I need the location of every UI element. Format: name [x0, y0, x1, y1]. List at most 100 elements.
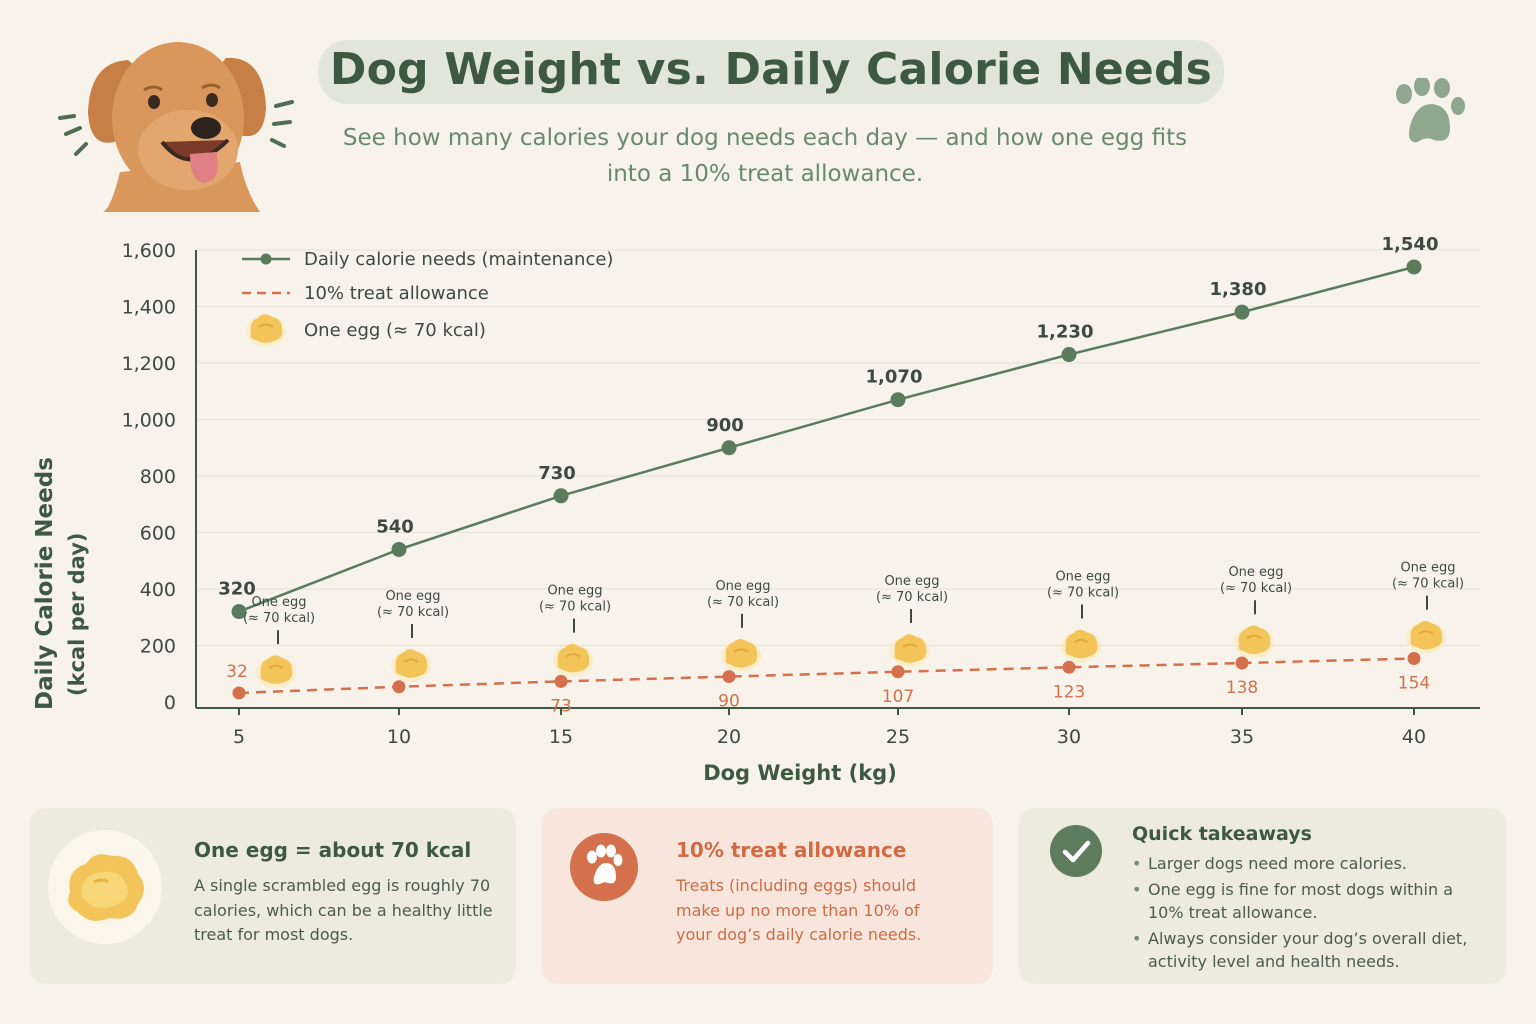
- calorie-data-label: 1,380: [1210, 279, 1267, 300]
- takeaways-list: Larger dogs need more calories. One egg …: [1132, 852, 1492, 976]
- calorie-chart: 0 200 400 600 800 1,000 1,200 1,400 1,600 5 10 15 2…: [32, 234, 1480, 785]
- scrambled-egg-icon: [68, 854, 144, 921]
- x-axis-title: Dog Weight (kg): [703, 761, 897, 785]
- treat-data-label: 73: [550, 696, 572, 716]
- y-tick-label: 200: [140, 636, 176, 658]
- legend-dot-calories: [260, 253, 272, 265]
- dog-illustration: [58, 42, 294, 212]
- paw-icon: [587, 844, 623, 885]
- takeaways-card: Quick takeaways Larger dogs need more ca…: [1019, 808, 1506, 984]
- y-tick-label: 1,400: [122, 297, 176, 319]
- x-tick-label: 35: [1230, 726, 1254, 748]
- series-line-calories: [238, 265, 1415, 613]
- treat-data-label: 32: [226, 662, 248, 682]
- treat-point: [722, 670, 736, 684]
- treat-card-heading: 10% treat allowance: [676, 838, 907, 862]
- x-tick-label: 25: [886, 726, 910, 748]
- calorie-data-label: 1,540: [1382, 234, 1439, 255]
- y-tick-label: 0: [164, 692, 176, 714]
- treat-point: [232, 686, 246, 700]
- calorie-data-label: 320: [218, 579, 256, 600]
- calorie-data-label: 1,230: [1037, 322, 1094, 343]
- egg-annotation-line1: One egg: [715, 579, 770, 594]
- treat-allowance-card: 10% treat allowance Treats (including eg…: [542, 808, 993, 984]
- y-axis-title: Daily Calorie Needs: [32, 457, 58, 710]
- y-tick-label: 1,600: [122, 240, 176, 262]
- egg-annotation-line2: (≈ 70 kcal): [707, 595, 779, 610]
- egg-illustration-frame: [48, 830, 162, 944]
- egg-annotation-line2: (≈ 70 kcal): [539, 600, 611, 615]
- egg-marker: [256, 655, 296, 689]
- paw-badge: [570, 833, 638, 901]
- egg-marker: [890, 634, 930, 667]
- page-subtitle: See how many calories your dog needs eac…: [342, 125, 1188, 187]
- egg-annotation-line1: One egg: [547, 584, 602, 599]
- egg-annotation-line1: One egg: [1055, 569, 1110, 584]
- series-line-treat: [238, 657, 1415, 695]
- treat-point: [1062, 660, 1076, 674]
- page-title: Dog Weight vs. Daily Calorie Needs: [329, 44, 1213, 95]
- treat-card-body: Treats (including eggs) should make up n…: [676, 876, 922, 944]
- y-tick-label: 1,200: [122, 353, 176, 375]
- egg-annotation-line1: One egg: [1400, 561, 1455, 576]
- egg-info-card: One egg = about 70 kcal A single scrambl…: [30, 808, 516, 984]
- x-tick-label: 40: [1402, 726, 1426, 748]
- treat-point: [1407, 651, 1421, 665]
- calorie-point: [391, 541, 407, 557]
- treat-data-label: 90: [718, 692, 740, 712]
- egg-card-heading: One egg = about 70 kcal: [194, 838, 472, 862]
- egg-marker: [1234, 625, 1274, 659]
- calorie-point: [721, 440, 737, 456]
- calorie-data-label: 730: [538, 463, 576, 484]
- calorie-point: [1406, 259, 1422, 275]
- takeaway-item: Larger dogs need more calories.: [1132, 852, 1492, 876]
- egg-annotation-line1: One egg: [385, 589, 440, 604]
- legend-egg-icon: [246, 314, 286, 347]
- treat-data-label: 123: [1053, 682, 1085, 702]
- calorie-data-label: 1,070: [866, 367, 923, 388]
- egg-marker: [553, 643, 593, 677]
- takeaway-item: One egg is fine for most dogs within a 1…: [1132, 878, 1492, 925]
- treat-point: [891, 665, 905, 679]
- egg-annotation-line1: One egg: [251, 595, 306, 610]
- treat-point: [392, 680, 406, 694]
- x-tick-label: 30: [1057, 726, 1081, 748]
- calorie-point: [231, 604, 247, 620]
- calorie-point: [1061, 347, 1077, 363]
- title-band: [318, 40, 1224, 104]
- x-tick-label: 5: [233, 726, 245, 748]
- egg-annotation-line2: (≈ 70 kcal): [1047, 585, 1119, 600]
- takeaways-heading: Quick takeaways: [1132, 823, 1312, 845]
- egg-annotation-line2: (≈ 70 kcal): [1220, 581, 1292, 596]
- egg-marker: [1061, 629, 1101, 663]
- treat-point: [1235, 656, 1249, 670]
- treat-data-label: 138: [1226, 678, 1258, 698]
- y-tick-label: 600: [140, 523, 176, 545]
- calorie-point: [1234, 304, 1250, 320]
- calorie-point: [553, 488, 569, 504]
- y-axis-title-unit: (kcal per day): [65, 533, 89, 696]
- egg-annotation-line1: One egg: [884, 574, 939, 589]
- legend-label-treat: 10% treat allowance: [304, 283, 489, 304]
- treat-point: [554, 674, 568, 688]
- egg-annotation-line2: (≈ 70 kcal): [377, 605, 449, 620]
- egg-annotation-line2: (≈ 70 kcal): [1392, 577, 1464, 592]
- y-tick-label: 800: [140, 466, 176, 488]
- calorie-data-label: 900: [706, 415, 744, 436]
- egg-marker: [721, 639, 761, 672]
- x-tick-label: 10: [387, 726, 411, 748]
- check-icon: [1062, 840, 1091, 863]
- y-tick-label: 400: [140, 579, 176, 601]
- legend-label-egg: One egg (≈ 70 kcal): [304, 320, 486, 341]
- treat-data-label: 154: [1398, 673, 1430, 693]
- check-badge: [1050, 825, 1102, 877]
- takeaway-item: Always consider your dog’s overall diet,…: [1132, 927, 1492, 974]
- egg-marker: [1406, 620, 1446, 654]
- legend-label-calories: Daily calorie needs (maintenance): [304, 249, 613, 270]
- egg-marker: [391, 649, 431, 682]
- x-tick-label: 20: [717, 726, 741, 748]
- calorie-point: [890, 392, 906, 408]
- egg-annotation-line2: (≈ 70 kcal): [243, 611, 315, 626]
- treat-data-label: 107: [882, 687, 914, 707]
- egg-annotation-line2: (≈ 70 kcal): [876, 590, 948, 605]
